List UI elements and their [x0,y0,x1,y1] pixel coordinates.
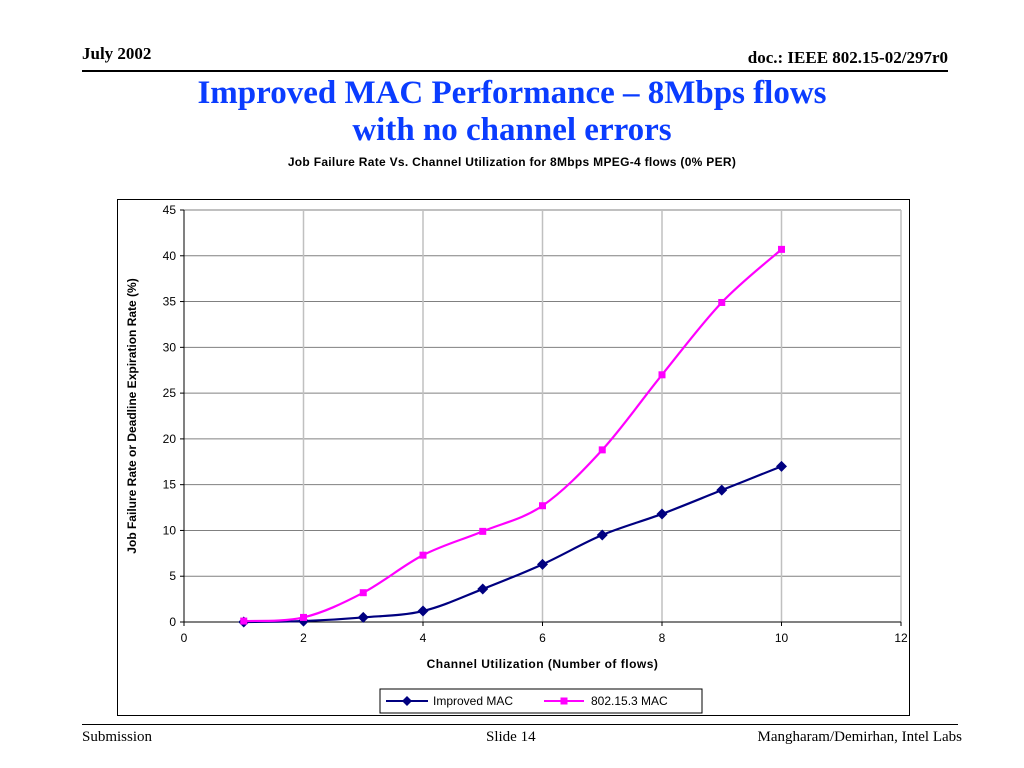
legend-label-802-15-3-mac: 802.15.3 MAC [591,694,668,708]
footer-submission: Submission [82,729,153,745]
data-point-improved-mac [716,484,728,496]
y-tick-label: 45 [163,203,177,217]
slide-title: Improved MAC Performance – 8Mbps flows w… [0,75,1024,149]
y-tick-label: 0 [169,615,176,629]
slide-title-line-1: Improved MAC Performance – 8Mbps flows [197,75,827,111]
y-tick-label: 5 [169,569,176,583]
chart-title: Job Failure Rate Vs. Channel Utilization… [287,155,737,169]
chart-frame [117,199,910,716]
x-tick-label: 2 [300,631,307,645]
series-line-1 [243,465,782,624]
x-tick-label: 8 [659,631,666,645]
x-tick-label: 6 [539,631,546,645]
data-point-802-15-3-mac [359,589,367,597]
data-point-802-15-3-mac [419,551,427,559]
legend-label-improved-mac: Improved MAC [433,694,513,708]
y-tick-label: 35 [163,295,177,309]
legend: Improved MAC 802.15.3 MAC [379,688,703,714]
data-point-802-15-3-mac [778,245,785,253]
data-point-802-15-3-mac [240,617,248,625]
data-point-improved-mac [357,611,369,623]
data-point-802-15-3-mac [598,446,606,454]
x-tick-label: 4 [420,631,427,645]
data-point-improved-mac [477,583,489,595]
header-divider [82,70,948,72]
data-point-802-15-3-mac [658,371,666,379]
y-tick-label: 25 [163,386,177,400]
footer-divider [82,724,958,725]
data-point-improved-mac [417,605,429,617]
data-point-improved-mac [776,460,787,472]
legend-marker-diamond [402,696,412,706]
y-axis-label: Job Failure Rate or Deadline Expiration … [125,278,139,553]
data-point-802-15-3-mac [539,502,546,510]
slide-title-line-2: with no channel errors [352,112,672,148]
data-point-improved-mac [596,529,608,541]
data-point-802-15-3-mac [300,613,307,621]
footer-slide-number: Slide 14 [486,729,536,745]
data-point-improved-mac [656,508,668,520]
y-tick-label: 15 [163,478,177,492]
y-tick-label: 40 [163,249,177,263]
data-point-802-15-3-mac [479,527,487,535]
x-tick-label: 10 [775,631,789,645]
document-id: doc.: IEEE 802.15-02/297r0 [747,48,948,67]
series-line-2 [243,248,783,623]
x-tick-label: 0 [181,631,188,645]
data-point-improved-mac [537,558,548,570]
slide-date: July 2002 [82,44,152,63]
x-axis-label: Channel Utilization (Number of flows) [427,657,659,671]
y-tick-label: 20 [163,432,177,446]
footer-authors: Mangharam/Demirhan, Intel Labs [757,729,962,745]
data-point-802-15-3-mac [718,298,726,306]
legend-box [379,688,703,714]
y-tick-label: 10 [163,523,177,537]
x-tick-label: 12 [894,631,908,645]
legend-marker-square [560,697,568,705]
y-tick-label: 30 [163,340,177,354]
